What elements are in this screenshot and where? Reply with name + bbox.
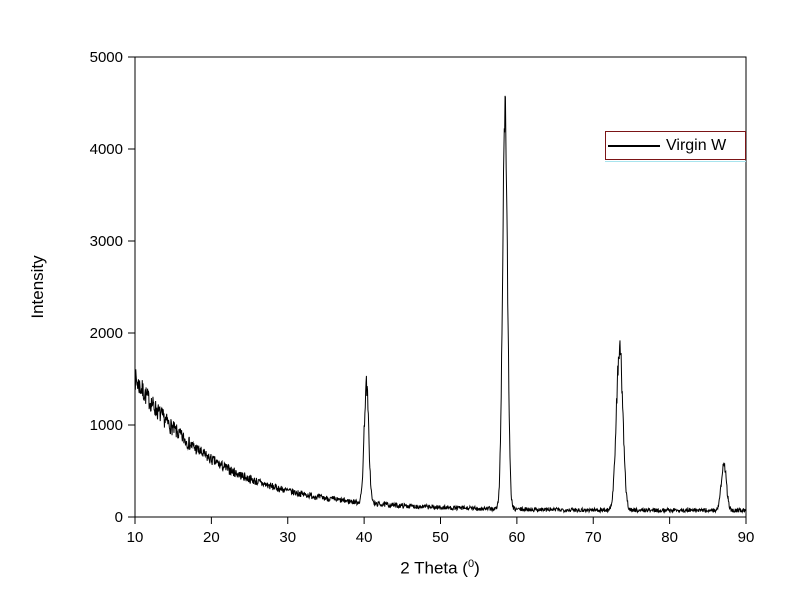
series-trace	[134, 95, 747, 515]
legend-label: Virgin W	[666, 136, 727, 154]
x-tick-label: 30	[279, 529, 296, 546]
x-tick-label: 80	[661, 529, 678, 546]
y-axis-label: Intensity	[28, 255, 47, 319]
legend: Virgin W	[605, 131, 746, 162]
x-tick-label: 70	[585, 529, 602, 546]
y-tick-label: 5000	[90, 49, 123, 66]
x-tick-label: 20	[203, 529, 220, 546]
x-tick-label: 10	[127, 529, 144, 546]
y-tick-label: 2000	[90, 325, 123, 342]
x-axis-label-superscript: 0	[467, 558, 475, 570]
y-tick-label: 3000	[90, 233, 123, 250]
x-axis-label-text: 2 Theta (	[400, 558, 468, 578]
y-tick-label: 1000	[90, 417, 123, 434]
x-axis-label: 2 Theta (0)	[400, 558, 480, 579]
legend-line-sample	[608, 144, 660, 147]
x-tick-label: 50	[432, 529, 449, 546]
x-axis-label-close: )	[474, 558, 480, 578]
y-tick-label: 4000	[90, 141, 123, 158]
y-tick-label: 0	[115, 509, 123, 526]
x-tick-label: 90	[738, 529, 755, 546]
legend-accent-line	[605, 161, 746, 162]
x-tick-label: 60	[509, 529, 526, 546]
x-tick-label: 40	[356, 529, 373, 546]
